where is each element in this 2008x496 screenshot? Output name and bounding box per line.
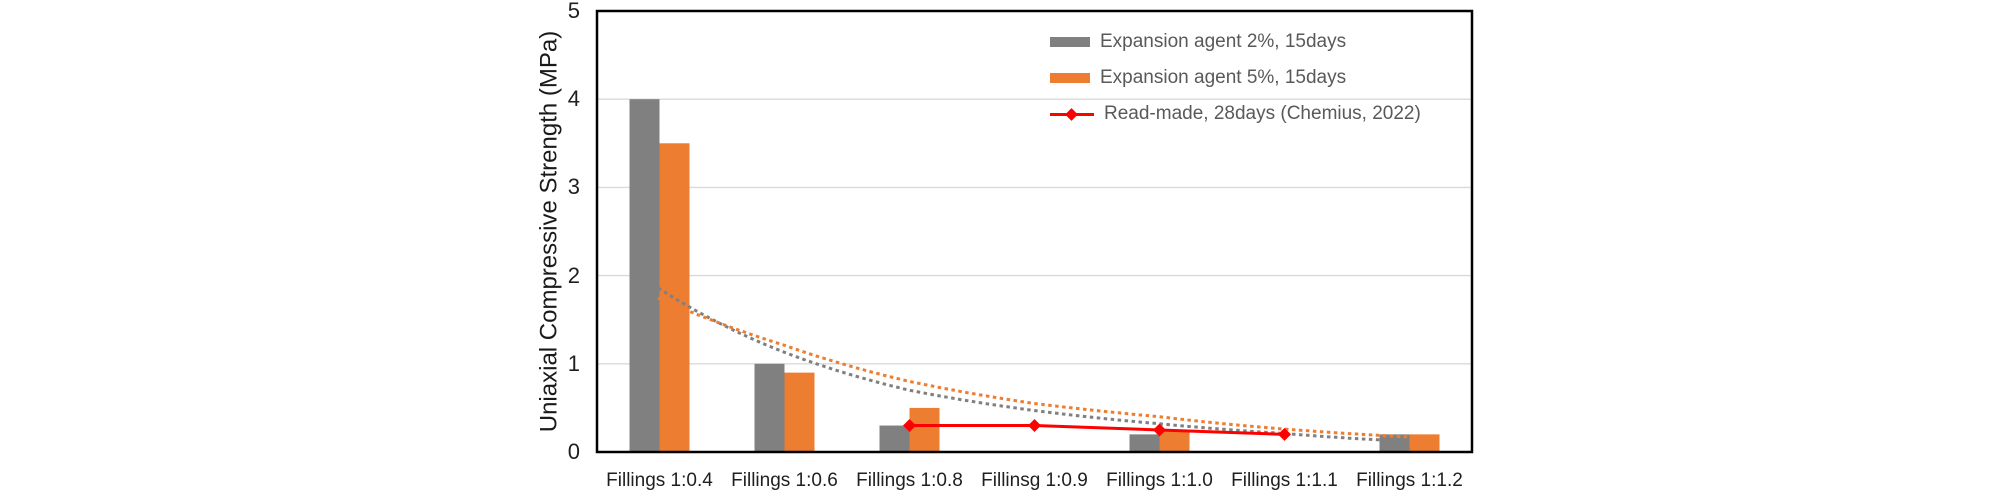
diamond-marker: [903, 419, 916, 433]
diamond-marker: [1028, 419, 1041, 433]
legend-bar-swatch-icon: [1050, 37, 1090, 47]
bar-expansion-5pct: [1159, 429, 1190, 452]
x-category-label: Fillings 1:0.8: [856, 470, 963, 491]
y-tick-label: 2: [567, 262, 580, 288]
plot-border: [595, 9, 1474, 454]
x-category-label: Fillings 1:0.4: [606, 470, 713, 491]
bar-expansion-5pct: [784, 372, 815, 452]
legend-diamond-icon: [1065, 107, 1078, 121]
trendline-gray-dotted: [657, 286, 1412, 443]
red-line: [909, 424, 1285, 436]
bar-expansion-2pct: [1379, 434, 1410, 452]
legend-line-diamond-swatch-icon: [1050, 107, 1094, 121]
bar-expansion-2pct: [1129, 434, 1160, 452]
x-category-label: Fillings 1:1.0: [1106, 470, 1213, 491]
x-category-label: Fillinsg 1:0.9: [981, 470, 1088, 491]
y-tick-label: 0: [567, 439, 580, 464]
legend-item: Expansion agent 2%, 15days: [1050, 24, 1421, 60]
y-tick-label: 3: [567, 174, 580, 200]
bar-expansion-5pct: [909, 407, 940, 452]
y-axis-title: Uniaxial Compressive Strength (MPa): [535, 30, 563, 433]
legend-label: Expansion agent 5%, 15days: [1100, 67, 1347, 88]
y-tick-label: 1: [567, 350, 580, 376]
y-tick-label: 4: [567, 86, 580, 112]
legend-bar-swatch-icon: [1050, 73, 1090, 83]
diamond-marker: [1153, 423, 1166, 437]
legend-item: Expansion agent 5%, 15days: [1050, 60, 1421, 96]
legend-label: Read-made, 28days (Chemius, 2022): [1104, 103, 1421, 124]
bar-expansion-2pct: [754, 363, 785, 452]
y-tick-label: 5: [567, 0, 580, 23]
bar-expansion-2pct: [629, 99, 660, 452]
x-category-label: Fillings 1:1.2: [1356, 470, 1463, 491]
legend-item: Read-made, 28days (Chemius, 2022): [1050, 96, 1421, 132]
diamond-marker: [1278, 427, 1291, 441]
bar-expansion-5pct: [659, 143, 690, 453]
x-category-label: Fillings 1:1.1: [1231, 470, 1338, 491]
legend-label: Expansion agent 2%, 15days: [1100, 31, 1347, 52]
x-category-label: Fillings 1:0.6: [731, 470, 838, 491]
bar-expansion-2pct: [879, 425, 910, 452]
legend: Expansion agent 2%, 15days Expansion agen…: [1050, 24, 1421, 132]
